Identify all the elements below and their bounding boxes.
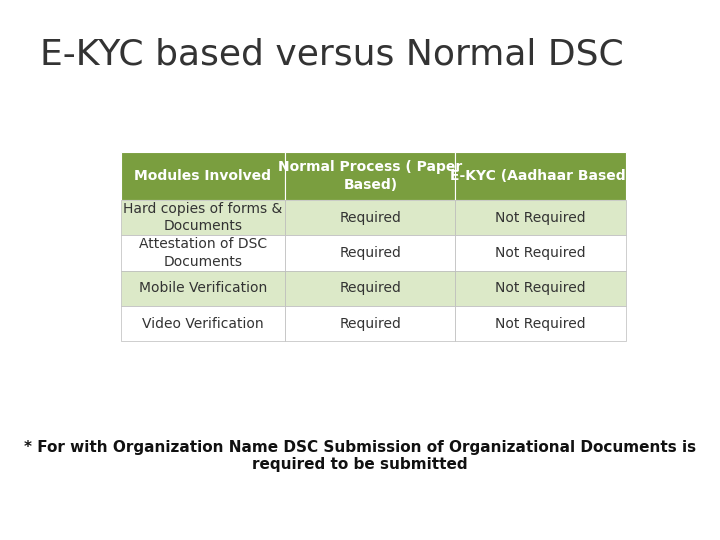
FancyBboxPatch shape	[456, 200, 626, 235]
FancyBboxPatch shape	[121, 200, 285, 235]
FancyBboxPatch shape	[285, 271, 456, 306]
FancyBboxPatch shape	[121, 152, 285, 200]
Text: Required: Required	[339, 281, 401, 295]
Text: Not Required: Not Required	[495, 281, 586, 295]
FancyBboxPatch shape	[285, 306, 456, 341]
Text: Not Required: Not Required	[495, 211, 586, 225]
FancyBboxPatch shape	[121, 306, 285, 341]
FancyBboxPatch shape	[285, 200, 456, 235]
Text: * For with Organization Name DSC Submission of Organizational Documents is
requi: * For with Organization Name DSC Submiss…	[24, 440, 696, 472]
FancyBboxPatch shape	[285, 152, 456, 200]
Text: Video Verification: Video Verification	[142, 316, 264, 330]
Text: Normal Process ( Paper
Based): Normal Process ( Paper Based)	[278, 160, 462, 192]
FancyBboxPatch shape	[456, 306, 626, 341]
FancyBboxPatch shape	[285, 235, 456, 271]
Text: E-KYC (Aadhaar Based): E-KYC (Aadhaar Based)	[449, 169, 631, 183]
Text: Mobile Verification: Mobile Verification	[139, 281, 267, 295]
FancyBboxPatch shape	[456, 235, 626, 271]
FancyBboxPatch shape	[456, 271, 626, 306]
Text: Required: Required	[339, 316, 401, 330]
FancyBboxPatch shape	[121, 235, 285, 271]
Text: Not Required: Not Required	[495, 316, 586, 330]
Text: Hard copies of forms &
Documents: Hard copies of forms & Documents	[123, 202, 283, 233]
Text: E-KYC based versus Normal DSC: E-KYC based versus Normal DSC	[40, 38, 624, 72]
Text: Modules Involved: Modules Involved	[135, 169, 271, 183]
Text: Attestation of DSC
Documents: Attestation of DSC Documents	[139, 237, 267, 268]
FancyBboxPatch shape	[121, 271, 285, 306]
Text: Required: Required	[339, 211, 401, 225]
Text: Required: Required	[339, 246, 401, 260]
Text: Not Required: Not Required	[495, 246, 586, 260]
FancyBboxPatch shape	[456, 152, 626, 200]
